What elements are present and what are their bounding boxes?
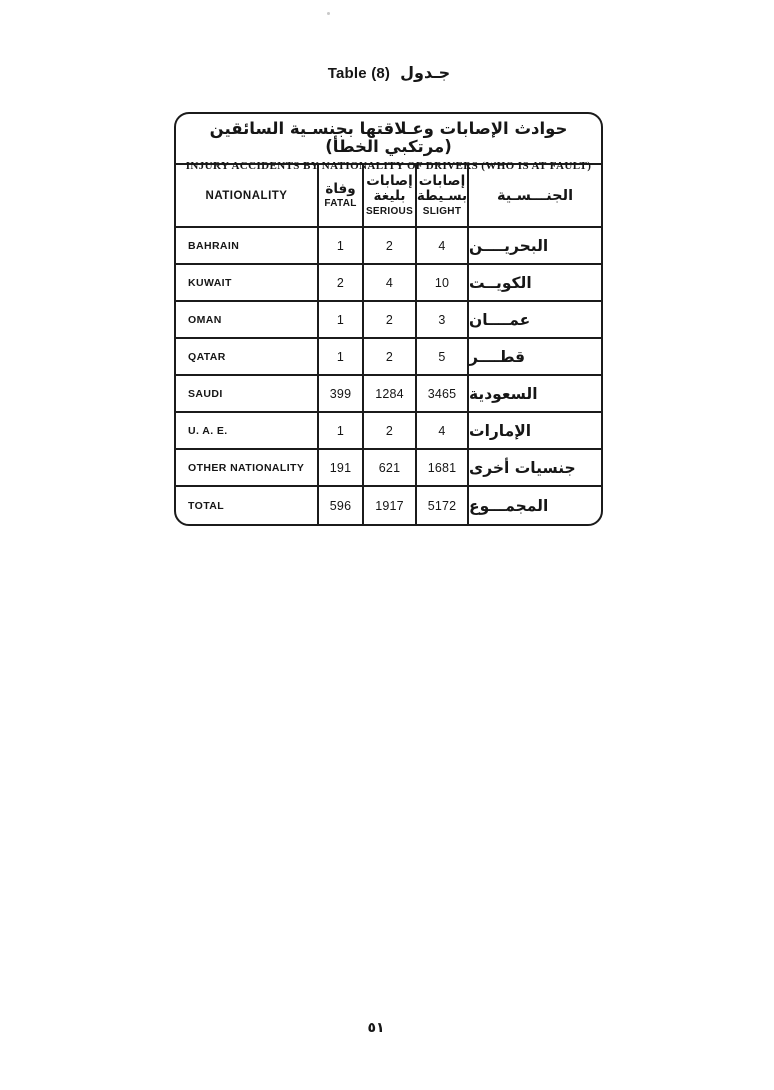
cell-fatal: 399 [319,376,364,413]
cell-fatal: 1 [319,302,364,339]
cell-slight: 10 [417,265,469,302]
cell-nationality-ar: البحريــــن [469,228,601,265]
table-title-arabic: حوادث الإصابات وعـلاقتها بجنسـية السائقي… [209,119,568,157]
header-nationality-en: NATIONALITY [176,165,319,228]
cell-fatal: 1 [319,339,364,376]
header-fatal-english: FATAL [324,197,357,209]
cell-nationality-en: QATAR [176,339,319,376]
cell-nationality-ar: قطــــر [469,339,601,376]
cell-nationality-en: OTHER NATIONALITY [176,450,319,487]
table-title-english: INJURY ACCIDENTS BY NATIONALITY OF DRIVE… [185,160,592,173]
page-heading: Table (8) جـدول [174,63,604,82]
header-slight-arabic: إصابات بسـيطة [416,173,468,205]
cell-fatal: 2 [319,265,364,302]
cell-serious: 2 [364,228,417,265]
cell-nationality-en: SAUDI [176,376,319,413]
cell-serious: 2 [364,302,417,339]
cell-nationality-ar: المجمـــوع [469,496,549,515]
cell-slight: 5 [417,339,469,376]
cell-serious: 4 [364,265,417,302]
page-heading-ar: جـدول [400,63,451,82]
cell-slight: 3 [417,302,469,339]
cell-nationality-en: BAHRAIN [176,228,319,265]
header-slight-english: SLIGHT [422,205,462,217]
cell-fatal: 596 [319,487,364,524]
cell-serious: 1917 [364,487,417,524]
cell-serious: 621 [364,450,417,487]
cell-nationality-ar: الكويــت [469,265,601,302]
header-nationality-ar: الجنـــسـية [469,165,601,228]
table-grid: NATIONALITY وفاة FATAL إصابات بليغة SERI… [176,165,601,524]
cell-serious: 2 [364,339,417,376]
cell-nationality-ar: السعودية [469,376,601,413]
cell-nationality-en: TOTAL [176,487,319,524]
cell-nationality-en: KUWAIT [176,265,319,302]
cell-slight: 3465 [417,376,469,413]
header-fatal-arabic: وفاة [325,180,356,197]
cell-fatal: 1 [319,228,364,265]
scan-speck [327,12,330,15]
cell-fatal: 191 [319,450,364,487]
cell-nationality-en: U. A. E. [176,413,319,450]
header-serious-english: SERIOUS [365,205,414,217]
page-number: ٥١ [367,1020,385,1036]
header-slight: إصابات بسـيطة SLIGHT [417,165,469,228]
cell-nationality-ar: جنسيات أخرى [469,450,601,487]
header-fatal: وفاة FATAL [319,165,364,228]
cell-nationality-ar: عمــــان [469,302,601,339]
table-title-band: حوادث الإصابات وعـلاقتها بجنسـية السائقي… [176,114,601,172]
cell-slight: 5172 [417,487,469,524]
page-heading-en: Table (8) [327,65,391,82]
cell-nationality-ar: الإمارات [469,413,601,450]
cell-serious: 2 [364,413,417,450]
cell-slight: 1681 [417,450,469,487]
cell-nationality-en: OMAN [176,302,319,339]
header-serious: إصابات بليغة SERIOUS [364,165,417,228]
cell-slight: 4 [417,413,469,450]
header-serious-arabic: إصابات بليغة [366,173,413,205]
accidents-table: حوادث الإصابات وعـلاقتها بجنسـية السائقي… [174,112,603,526]
cell-fatal: 1 [319,413,364,450]
cell-slight: 4 [417,228,469,265]
cell-serious: 1284 [364,376,417,413]
